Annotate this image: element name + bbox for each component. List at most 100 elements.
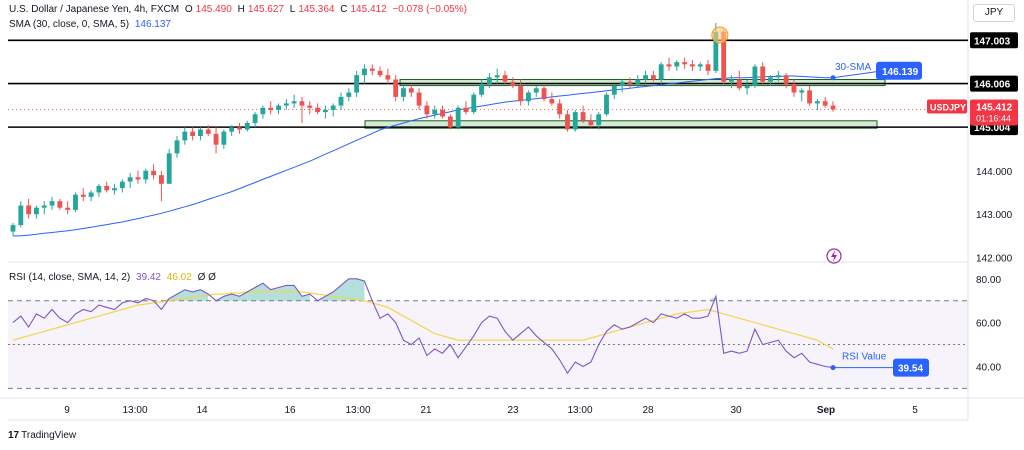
price-axis-label: 143.000 — [976, 210, 1013, 221]
candle — [237, 122, 242, 134]
ohlc-l: 145.364 — [298, 4, 335, 15]
candle-body — [354, 75, 360, 93]
candle-body — [346, 92, 352, 97]
tradingview-logo[interactable]: 17 TradingView — [8, 430, 76, 441]
candle — [697, 62, 703, 71]
rsi-overbought-fill — [356, 278, 365, 301]
candle-body — [565, 114, 570, 130]
candle-body — [369, 68, 375, 71]
time-axis-label: 16 — [284, 405, 296, 416]
rsi-line — [12, 278, 834, 375]
time-axis-label: 23 — [507, 405, 519, 416]
candle — [354, 70, 360, 97]
candle — [440, 105, 445, 119]
candle — [775, 70, 781, 82]
candle-body — [455, 107, 461, 128]
candle-body — [127, 177, 133, 182]
sma-legend[interactable]: SMA (30, close, 0, SMA, 5) 146.137 — [9, 19, 174, 31]
candle — [658, 62, 664, 84]
candle — [596, 112, 602, 130]
sma-annotation-line — [832, 71, 877, 79]
candle — [479, 79, 484, 97]
candle — [244, 120, 250, 132]
ohlc-c-label: C — [340, 4, 348, 15]
candle — [221, 129, 227, 150]
candle-body — [276, 105, 281, 110]
candle-body — [619, 81, 625, 87]
time-axis-label: 30 — [730, 405, 742, 416]
candle — [674, 59, 680, 71]
candle-body — [541, 88, 547, 100]
candle-body — [494, 75, 500, 78]
candle — [416, 88, 422, 110]
candle-body — [822, 101, 828, 106]
spike-highlight-marker — [711, 26, 729, 44]
candle-body — [721, 31, 727, 82]
candle — [830, 101, 836, 112]
candle-body — [752, 66, 758, 87]
sma-value-badge-text: 146.139 — [882, 67, 919, 78]
ohlc-o-label: O — [184, 4, 193, 15]
candle-body — [237, 127, 242, 130]
candle-body — [580, 112, 586, 121]
candle-body — [736, 79, 742, 89]
candle-body — [408, 88, 414, 93]
rsi-legend-label: RSI (14, close, SMA, 14, 2) — [9, 272, 131, 283]
candle — [49, 196, 55, 210]
sma-legend-value: 146.137 — [134, 19, 171, 30]
candle — [572, 109, 578, 132]
candle — [276, 103, 281, 115]
candle — [57, 199, 63, 210]
candle — [73, 192, 78, 213]
candle — [768, 75, 773, 87]
sma-30-line — [13, 75, 833, 237]
candle-body — [213, 133, 219, 145]
candle-body — [135, 177, 141, 180]
candle-body — [791, 83, 797, 93]
rsi-axis-label: 60.00 — [976, 319, 1001, 330]
candle — [80, 188, 86, 202]
candle-body — [315, 107, 320, 113]
price-axis-label: 145.004 — [974, 123, 1011, 134]
candle-body — [479, 83, 484, 95]
candle-body — [807, 90, 812, 104]
candle-body — [572, 112, 578, 130]
candle-body — [229, 127, 235, 132]
candle-body — [533, 88, 539, 93]
rsi-legend[interactable]: RSI (14, close, SMA, 14, 2) 39.42 46.02 … — [9, 272, 219, 284]
candle-body — [596, 114, 602, 126]
candle — [627, 77, 633, 89]
rsi-overbought-fill — [286, 285, 295, 301]
candle-body — [244, 122, 250, 130]
price-level-badge — [970, 32, 1018, 49]
candle-body — [643, 75, 648, 80]
rsi-axis-label: 80.00 — [976, 275, 1001, 286]
time-axis-label: 13:00 — [122, 405, 147, 416]
candle-body — [471, 94, 477, 113]
candle-body — [41, 205, 47, 208]
candle — [10, 222, 16, 236]
time-axis-label: 28 — [642, 405, 654, 416]
ohlc-h: 145.627 — [247, 4, 284, 15]
rsi-overbought-fill — [161, 298, 170, 301]
rsi-overbought-fill — [278, 285, 287, 301]
candle-body — [549, 99, 555, 104]
symbol-badge — [927, 99, 967, 114]
rsi-value-badge — [893, 358, 929, 377]
candle — [791, 79, 797, 97]
candle — [268, 101, 274, 115]
candle-body — [588, 120, 594, 126]
candle — [385, 68, 391, 84]
candle — [377, 66, 383, 78]
support-resistance-zone — [399, 79, 886, 87]
candle — [471, 92, 477, 115]
price-axis-label: 147.003 — [974, 36, 1011, 47]
candle — [690, 59, 695, 71]
rsi-annotation-label: RSI Value — [842, 352, 887, 363]
candle-body — [34, 207, 39, 215]
candle-body — [729, 79, 734, 82]
currency-button[interactable]: JPY — [973, 4, 1015, 22]
candle-body — [401, 88, 406, 97]
candle — [346, 88, 352, 102]
